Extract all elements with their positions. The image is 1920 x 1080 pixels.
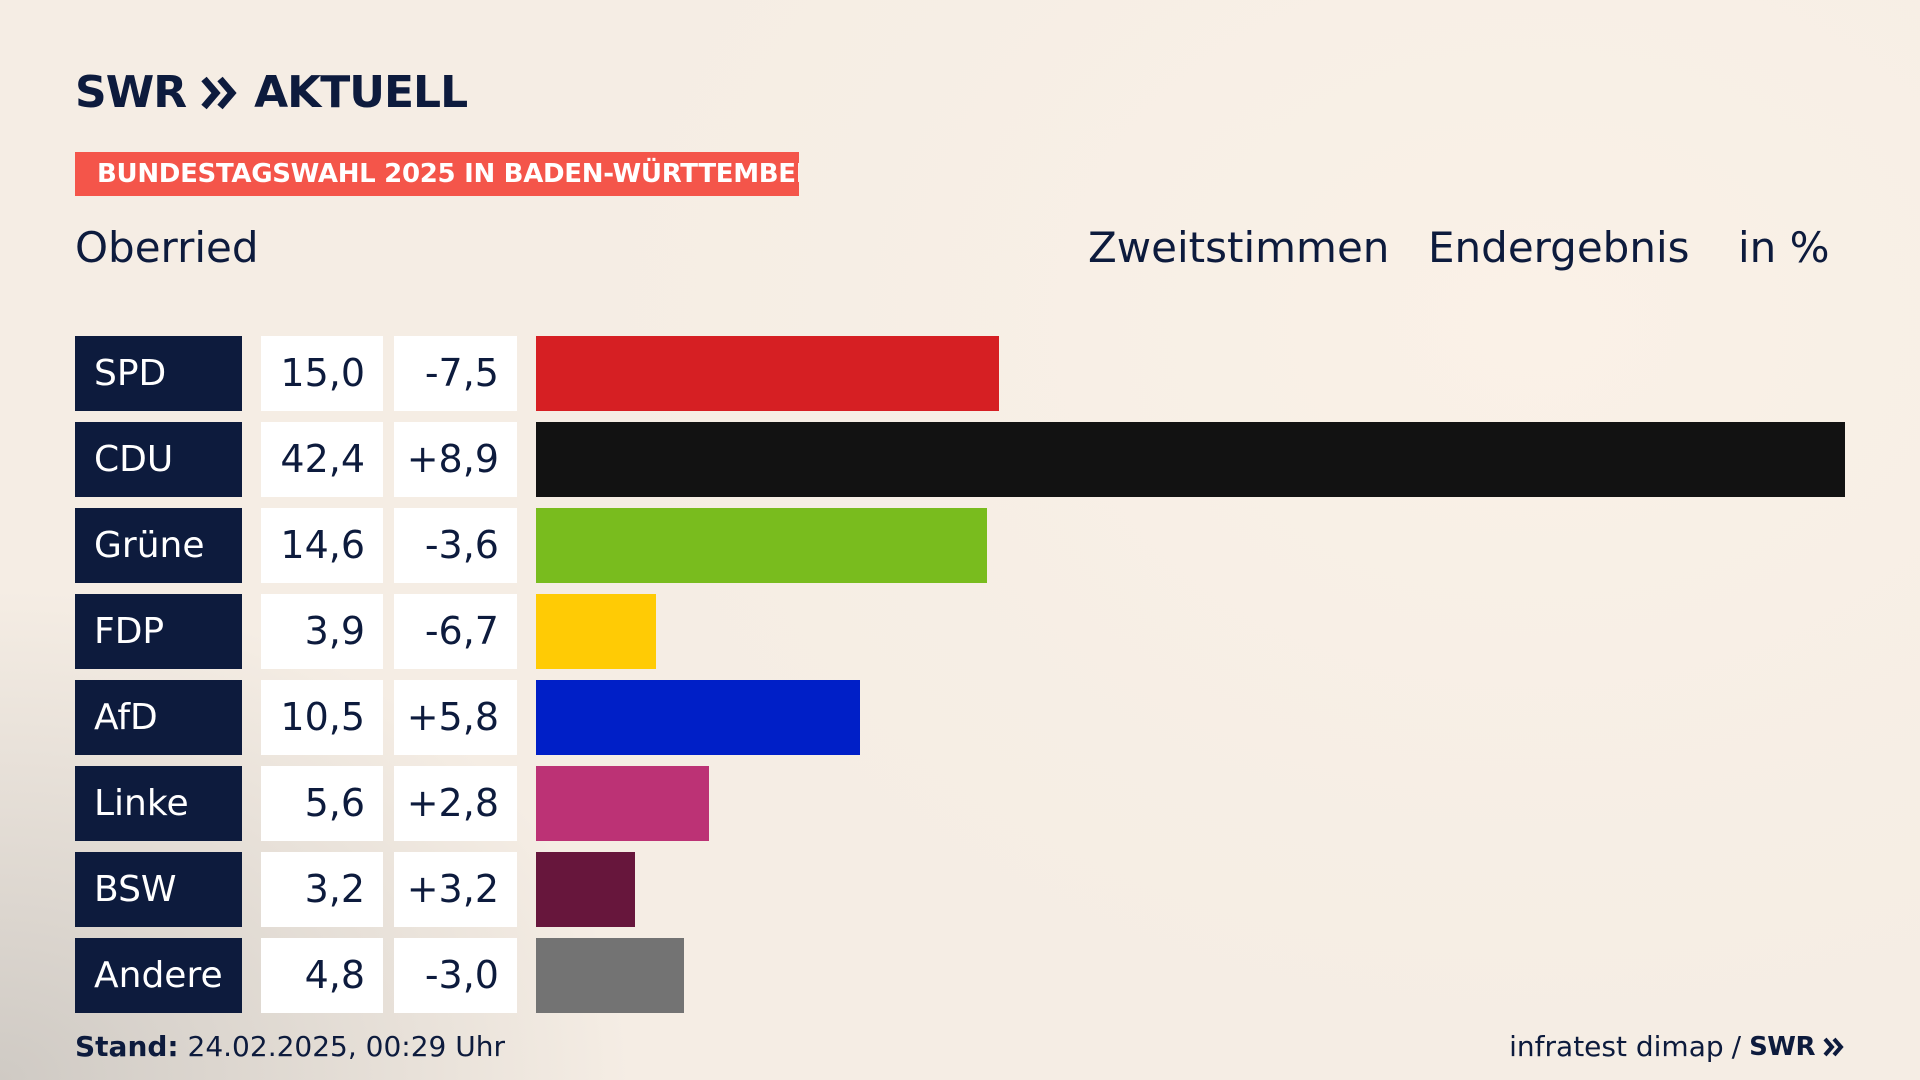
party-bar <box>536 938 684 1013</box>
party-name: CDU <box>75 422 242 497</box>
party-name: FDP <box>75 594 242 669</box>
party-diff: -7,5 <box>394 336 517 411</box>
party-bar <box>536 766 709 841</box>
vote-type-label: Zweitstimmen <box>1088 223 1390 272</box>
party-name: BSW <box>75 852 242 927</box>
party-name: Grüne <box>75 508 242 583</box>
party-bar <box>536 336 999 411</box>
party-diff: -6,7 <box>394 594 517 669</box>
party-diff: +2,8 <box>394 766 517 841</box>
stand-value: 24.02.2025, 00:29 Uhr <box>187 1030 505 1063</box>
party-row: BSW 3,2 +3,2 <box>75 852 1845 927</box>
party-value: 4,8 <box>261 938 383 1013</box>
party-name: Linke <box>75 766 242 841</box>
double-chevron-icon <box>1823 1037 1844 1057</box>
party-name: AfD <box>75 680 242 755</box>
party-value: 14,6 <box>261 508 383 583</box>
party-value: 3,2 <box>261 852 383 927</box>
party-diff: -3,6 <box>394 508 517 583</box>
party-value: 10,5 <box>261 680 383 755</box>
party-name: Andere <box>75 938 242 1013</box>
party-bar <box>536 680 860 755</box>
party-name: SPD <box>75 336 242 411</box>
stand-label: Stand: <box>75 1030 179 1063</box>
party-row: Grüne 14,6 -3,6 <box>75 508 1845 583</box>
party-bar <box>536 422 1845 497</box>
status-label: Endergebnis <box>1428 223 1690 272</box>
source-separator: / <box>1731 1030 1742 1063</box>
unit-label: in % <box>1738 223 1830 272</box>
double-chevron-icon <box>201 76 237 110</box>
party-bar <box>536 594 656 669</box>
party-row: AfD 10,5 +5,8 <box>75 680 1845 755</box>
party-diff: +8,9 <box>394 422 517 497</box>
party-value: 42,4 <box>261 422 383 497</box>
party-bar <box>536 852 635 927</box>
brand-product: AKTUELL <box>254 67 468 118</box>
party-diff: -3,0 <box>394 938 517 1013</box>
party-value: 5,6 <box>261 766 383 841</box>
party-value: 3,9 <box>261 594 383 669</box>
party-diff: +5,8 <box>394 680 517 755</box>
place-title: Oberried <box>75 223 259 272</box>
party-row: SPD 15,0 -7,5 <box>75 336 1845 411</box>
party-row: Andere 4,8 -3,0 <box>75 938 1845 1013</box>
party-value: 15,0 <box>261 336 383 411</box>
source-brand: SWR <box>1749 1032 1815 1062</box>
timestamp: Stand: 24.02.2025, 00:29 Uhr <box>75 1030 505 1064</box>
party-diff: +3,2 <box>394 852 517 927</box>
swr-aktuell-logo: SWR AKTUELL <box>75 67 468 118</box>
source-credit: infratest dimap / SWR <box>1509 1030 1845 1064</box>
election-banner: BUNDESTAGSWAHL 2025 IN BADEN-WÜRTTEMBERG <box>75 152 799 196</box>
party-bar <box>536 508 987 583</box>
source-name: infratest dimap <box>1509 1030 1724 1063</box>
party-row: FDP 3,9 -6,7 <box>75 594 1845 669</box>
party-row: Linke 5,6 +2,8 <box>75 766 1845 841</box>
brand-name: SWR <box>75 67 187 118</box>
party-row: CDU 42,4 +8,9 <box>75 422 1845 497</box>
